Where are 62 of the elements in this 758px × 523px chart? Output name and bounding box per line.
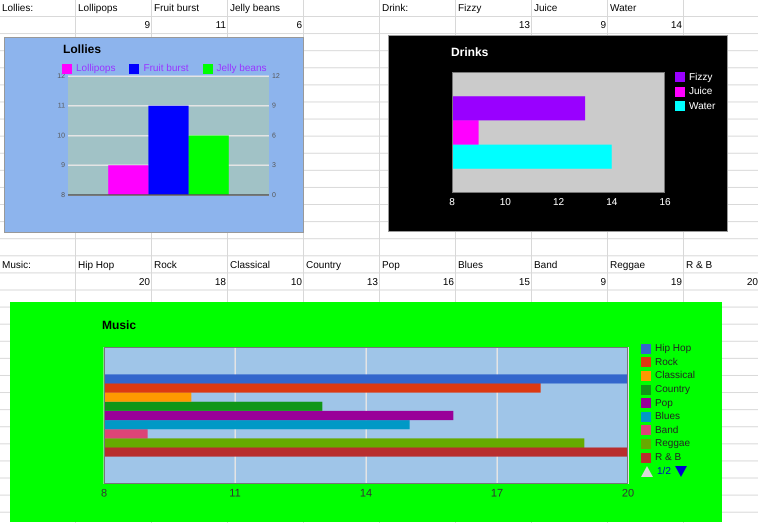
text: 14 xyxy=(670,19,683,33)
text: Jelly beans xyxy=(230,3,280,14)
x-tick-label: 16 xyxy=(659,196,671,208)
text: 6 xyxy=(295,19,303,33)
text: Fizzy xyxy=(458,3,482,14)
text: R & B xyxy=(686,260,712,270)
text: 19 xyxy=(670,276,683,290)
text: 20 xyxy=(138,276,151,290)
text: 20 xyxy=(746,276,758,290)
legend-label: R & B xyxy=(655,452,682,464)
text: Juice xyxy=(534,3,558,14)
text: Hip Hop xyxy=(78,260,114,270)
text: 16 xyxy=(442,276,455,290)
text: Classical xyxy=(230,260,270,270)
text: 10 xyxy=(290,276,303,290)
legend-label: Country xyxy=(655,384,690,396)
text: Blues xyxy=(458,260,484,270)
text: 13 xyxy=(366,276,379,290)
text: Drink: xyxy=(381,2,410,16)
text: Band xyxy=(534,260,558,270)
legend-label: Fizzy xyxy=(689,72,712,83)
legend-label: Fruit burst xyxy=(143,63,188,74)
x-tick-label: 17 xyxy=(490,488,504,500)
legend-label: Hip Hop xyxy=(655,343,692,354)
text: Music: xyxy=(1,258,32,272)
x-tick-label: 14 xyxy=(360,488,372,500)
x-tick-label: 20 xyxy=(622,488,634,500)
text: 15 xyxy=(518,276,531,290)
text: Country xyxy=(306,260,342,270)
x-tick-label: 8 xyxy=(449,196,456,208)
legend-label: Lollipops xyxy=(76,63,116,74)
text: 9 xyxy=(143,19,151,33)
chart-title: Music xyxy=(102,318,136,332)
legend-label: Water xyxy=(689,100,716,112)
x-tick-label: 8 xyxy=(100,488,108,500)
x-tick-label: 10 xyxy=(500,196,512,208)
x-tick-label: 14 xyxy=(606,196,618,208)
chart-title: Lollies xyxy=(63,42,102,56)
legend-label: Jelly beans xyxy=(216,63,267,74)
text: Water xyxy=(610,3,636,14)
x-tick-label: 12 xyxy=(552,196,564,208)
legend-label: Juice xyxy=(689,86,712,98)
legend-label: Classical xyxy=(655,370,696,382)
legend-label: Pop xyxy=(655,398,673,409)
text: 9 xyxy=(599,276,607,290)
text: Lollipops xyxy=(78,3,118,14)
legend-label: Reggae xyxy=(655,438,690,450)
text: 18 xyxy=(214,276,227,290)
text: 1/2 xyxy=(657,466,671,478)
text: 9 xyxy=(599,19,607,33)
text: Lollies: xyxy=(1,2,34,16)
text: Fruit burst xyxy=(154,3,200,14)
legend-label: Blues xyxy=(655,411,680,422)
text: 11 xyxy=(214,19,227,33)
text: 13 xyxy=(518,19,531,33)
text: Rock xyxy=(154,260,177,270)
legend-label: Rock xyxy=(655,356,678,368)
text: Pop xyxy=(382,260,400,270)
legend-label: Band xyxy=(655,424,678,436)
chart-title: Drinks xyxy=(451,45,488,59)
x-tick-label: 11 xyxy=(229,488,241,500)
text: Reggae xyxy=(610,260,646,270)
